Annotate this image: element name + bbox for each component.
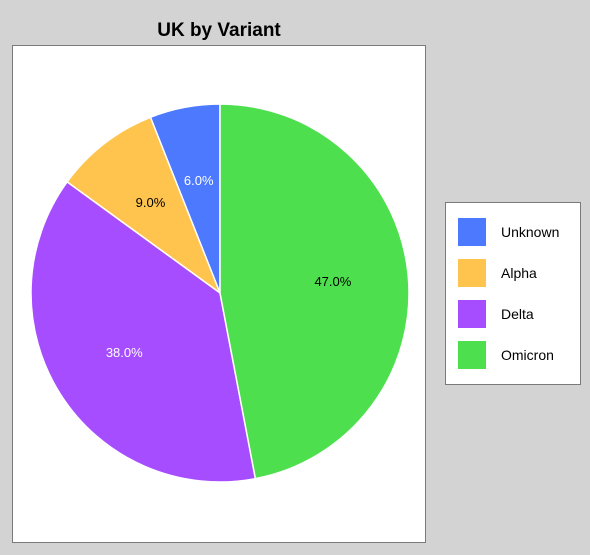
legend: Unknown Alpha Delta Omicron: [445, 202, 581, 385]
slice-label-alpha: 9.0%: [136, 195, 166, 210]
legend-label: Alpha: [501, 265, 537, 281]
plot-area: 6.0% 9.0% 38.0% 47.0%: [12, 45, 426, 543]
chart-title: UK by Variant: [157, 20, 281, 41]
legend-label: Delta: [501, 306, 534, 322]
legend-item-alpha: Alpha: [458, 259, 578, 287]
pie-chart: 6.0% 9.0% 38.0% 47.0%: [30, 103, 410, 483]
legend-item-delta: Delta: [458, 300, 578, 328]
slice-label-unknown: 6.0%: [184, 173, 214, 188]
slice-label-delta: 38.0%: [106, 345, 143, 360]
legend-swatch: [458, 218, 486, 246]
legend-label: Omicron: [501, 347, 554, 363]
pie-slice-delta: [30, 180, 257, 483]
legend-item-unknown: Unknown: [458, 218, 578, 246]
legend-swatch: [458, 341, 486, 369]
pie-slice-alpha: [66, 116, 222, 296]
legend-swatch: [458, 259, 486, 287]
legend-item-omicron: Omicron: [458, 341, 578, 369]
legend-swatch: [458, 300, 486, 328]
legend-label: Unknown: [501, 224, 560, 240]
slice-label-omicron: 47.0%: [314, 274, 351, 289]
pie-slice-omicron: [219, 103, 410, 480]
